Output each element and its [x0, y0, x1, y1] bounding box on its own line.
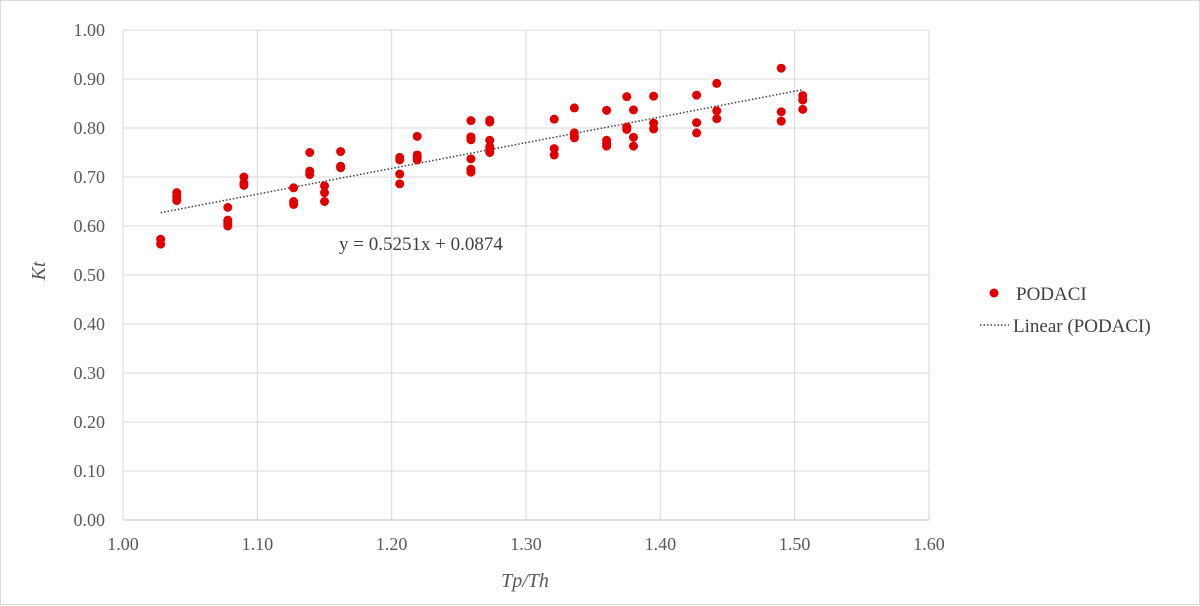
data-point	[602, 141, 612, 151]
data-point	[692, 118, 702, 128]
x-tick-label: 1.00	[107, 534, 139, 554]
data-point	[223, 202, 233, 212]
data-point	[569, 103, 579, 113]
data-point	[549, 144, 559, 154]
y-tick-label: 0.90	[74, 69, 106, 89]
data-point	[549, 150, 559, 160]
data-point	[569, 133, 579, 143]
data-point	[649, 124, 659, 134]
data-point	[239, 180, 249, 190]
data-point	[305, 170, 315, 180]
data-point	[712, 78, 722, 88]
legend-marker-podaci	[989, 288, 999, 298]
data-point	[485, 135, 495, 145]
x-axis-title: Tp/Th	[501, 570, 549, 592]
data-point	[485, 117, 495, 127]
data-point	[628, 141, 638, 151]
data-point	[692, 128, 702, 138]
data-point	[776, 116, 786, 126]
data-point	[712, 106, 722, 116]
data-point	[712, 114, 722, 124]
gridlines	[123, 29, 930, 520]
data-point	[336, 147, 346, 157]
data-point	[223, 221, 233, 231]
data-point	[395, 179, 405, 189]
axes	[122, 30, 929, 521]
data-point	[412, 131, 422, 141]
data-point	[466, 167, 476, 177]
legend: PODACI Linear (PODACI)	[980, 284, 1151, 337]
data-point	[336, 163, 346, 173]
data-point	[320, 197, 329, 206]
data-point	[305, 148, 315, 157]
trendline-equation: y = 0.5251x + 0.0874	[339, 234, 503, 255]
trendline	[160, 88, 803, 214]
tick-labels: 0.00 0.10 0.20 0.30 0.40 0.50 0.60 0.70 0.80 0.90…	[74, 20, 945, 554]
x-tick-label: 1.30	[510, 534, 542, 554]
data-point	[289, 183, 299, 193]
x-tick-label: 1.40	[645, 534, 677, 554]
data-point	[649, 91, 659, 101]
data-point	[628, 105, 638, 115]
data-point	[466, 116, 476, 126]
x-tick-label: 1.10	[242, 534, 274, 554]
y-tick-label: 0.50	[74, 265, 106, 285]
trendline-layer	[160, 88, 803, 214]
data-point	[628, 132, 638, 142]
legend-label-linear: Linear (PODACI)	[1013, 316, 1151, 337]
data-point	[466, 154, 476, 164]
data-point	[485, 148, 495, 157]
data-point	[289, 199, 299, 209]
y-axis-title: Kt	[28, 261, 50, 281]
data-point	[395, 169, 405, 179]
legend-label-podaci: PODACI	[1016, 284, 1087, 305]
y-tick-label: 0.10	[74, 461, 106, 481]
data-points	[156, 63, 808, 249]
data-point	[798, 104, 808, 114]
y-tick-label: 0.60	[74, 216, 106, 236]
data-point	[320, 181, 329, 191]
x-tick-label: 1.50	[779, 534, 811, 554]
y-tick-label: 0.20	[74, 412, 106, 432]
data-point	[622, 124, 632, 134]
data-point	[798, 95, 808, 105]
data-point	[776, 63, 786, 73]
x-tick-label: 1.60	[913, 534, 945, 554]
data-point	[549, 114, 559, 124]
data-point	[395, 155, 405, 165]
y-tick-label: 0.00	[74, 510, 106, 530]
data-point	[776, 107, 786, 117]
y-tick-label: 0.70	[74, 167, 106, 187]
data-point	[602, 105, 612, 115]
data-point	[156, 239, 166, 249]
data-point	[466, 135, 476, 145]
data-point	[412, 155, 422, 165]
x-tick-label: 1.20	[376, 534, 408, 554]
y-tick-label: 0.30	[74, 363, 106, 383]
y-tick-label: 1.00	[74, 20, 106, 40]
y-tick-label: 0.40	[74, 314, 106, 334]
data-point	[320, 188, 329, 198]
data-point	[622, 92, 632, 102]
data-point	[692, 90, 702, 100]
data-point	[172, 196, 182, 206]
y-tick-label: 0.80	[74, 118, 106, 138]
